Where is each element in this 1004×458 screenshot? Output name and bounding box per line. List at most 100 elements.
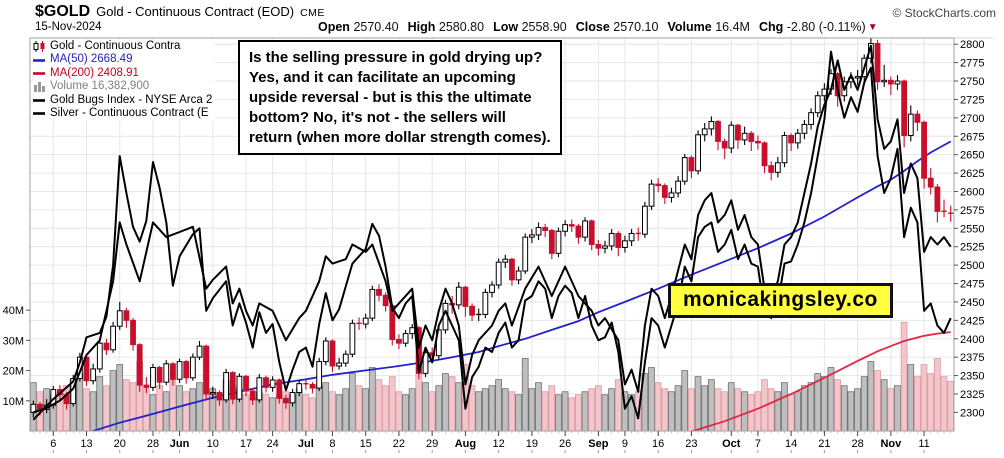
y-axis-label: 2625 [960, 168, 984, 180]
symbol-ticker: $GOLD [35, 3, 91, 20]
y-axis-label: 2475 [960, 279, 984, 291]
moving-averages-layer [89, 140, 952, 431]
y-axis-label: 2300 [960, 407, 984, 419]
x-axis-label: 8 [329, 438, 335, 450]
legend-label: MA(50) 2668.49 [50, 53, 133, 66]
legend-label: Gold Bugs Index - NYSE Arca 2 [50, 93, 213, 106]
x-axis-label: Oct [722, 438, 741, 450]
y-axis-label: 2525 [960, 242, 984, 254]
quote-low: Low 2558.90 [493, 20, 567, 34]
y-axis-label: 2700 [960, 113, 984, 125]
legend-row: MA(200) 2408.91 [33, 67, 212, 80]
x-axis-label: 15 [360, 438, 372, 450]
x-axis-label: 9 [622, 438, 628, 450]
legend-label: Volume 16,382,900 [50, 80, 150, 93]
x-axis-label: 10 [207, 438, 219, 450]
y-axis-label: 2675 [960, 131, 984, 143]
y-axis-label: 2425 [960, 315, 984, 327]
x-axis-label: 24 [267, 438, 279, 450]
annotation-line: Is the selling pressure in gold drying u… [249, 49, 543, 66]
line-icon [33, 108, 48, 119]
y-axis-label: 2550 [960, 223, 984, 235]
x-axis-label: Sep [588, 438, 608, 450]
x-axis-label: 21 [818, 438, 830, 450]
x-axis-label: 19 [526, 438, 538, 450]
y-axis-label: 2575 [960, 205, 984, 217]
y-axis-label: 2500 [960, 260, 984, 272]
legend-label: Gold - Continuous Contra [50, 40, 181, 52]
x-axis-label: Jul [298, 438, 314, 450]
x-axis-label: 17 [240, 438, 252, 450]
y-axis-label: 2725 [960, 94, 984, 106]
line-icon [33, 55, 48, 66]
ma200-line [690, 331, 951, 431]
chart-header: $GOLD Gold - Continuous Contract (EOD) CME [35, 3, 325, 21]
y-axis-label: 2750 [960, 76, 984, 88]
quote-open: Open 2570.40 [318, 20, 399, 34]
volume-axis-label: 40M [3, 305, 24, 317]
x-axis-label: 26 [559, 438, 571, 450]
candlestick-icon [33, 41, 48, 53]
x-axis-label: 16 [652, 438, 664, 450]
y-axis-label: 2375 [960, 352, 984, 364]
x-axis-label: 22 [393, 438, 405, 450]
x-axis-label: 7 [755, 438, 761, 450]
x-axis-label: 28 [851, 438, 863, 450]
volume-bars-layer [30, 321, 954, 431]
quote-chg: Chg -2.80 (-0.11%) ▼ [758, 20, 878, 34]
volume-axis-label: 10M [3, 396, 24, 408]
ma50-line [89, 140, 952, 431]
annotation-line: upside reversal - but is this the ultima… [249, 89, 532, 106]
stockcharts-credit: © StockCharts.com [892, 6, 996, 20]
x-axis-label: 12 [493, 438, 505, 450]
x-axis-label: 20 [114, 438, 126, 450]
x-axis-label: 6 [50, 438, 56, 450]
x-axis-label: 23 [685, 438, 697, 450]
quote-close: Close 2570.10 [575, 20, 659, 34]
annotation-line: bottom? No, it's not - the sellers will [249, 109, 506, 126]
chart-date: 15-Nov-2024 [35, 21, 102, 33]
y-axis-label: 2400 [960, 334, 984, 346]
line-icon [33, 95, 48, 106]
overlay-line [32, 50, 952, 421]
chg-down-arrow-icon: ▼ [867, 22, 878, 33]
x-axis-label: Jun [170, 438, 190, 450]
legend-row: Silver - Continuous Contract (E [33, 107, 212, 120]
legend-label: MA(200) 2408.91 [50, 66, 139, 79]
y-axis-label: 2800 [960, 39, 984, 51]
overlay-line [32, 44, 952, 414]
legend-row: MA(50) 2668.49 [33, 53, 212, 66]
volume-axis-label: 30M [3, 335, 24, 347]
x-axis-label: Aug [455, 438, 476, 450]
volume-axis-label: 20M [3, 366, 24, 378]
quote-volume: Volume 16.4M [667, 20, 750, 34]
line-icon [33, 68, 48, 79]
legend-row: Gold Bugs Index - NYSE Arca 2 [33, 94, 212, 107]
symbol-exchange: CME [300, 7, 325, 19]
axes: 2800 2775 2750 2725 2700 2675 2650 2625 2600 2575… [3, 39, 984, 453]
x-axis-label: 13 [80, 438, 92, 450]
legend-row: Volume 16,382,900 [33, 80, 212, 93]
quote-row: Open 2570.40 High 2580.80 Low 2558.90 Close… [318, 20, 887, 34]
annotation-line: Yes, and it can facilitate an upcoming [249, 69, 516, 86]
symbol-name: Gold - Continuous Contract (EOD) [96, 4, 295, 19]
chart-legend: Gold - Continuous Contra MA(50) 2668.49 MA… [33, 40, 216, 121]
y-axis-label: 2450 [960, 297, 984, 309]
quote-high: High 2580.80 [407, 20, 485, 34]
y-axis-label: 2775 [960, 58, 984, 70]
candles-layer [30, 38, 954, 418]
overlay-lines-layer [32, 44, 952, 421]
y-axis-label: 2325 [960, 389, 984, 401]
x-axis-label: 14 [785, 438, 797, 450]
volume-icon [33, 81, 48, 93]
legend-label: Silver - Continuous Contract (E [50, 107, 209, 120]
x-axis-label: 11 [918, 438, 929, 450]
x-axis-label: 28 [147, 438, 159, 450]
x-axis-label: 29 [426, 438, 438, 450]
annotation-box: Is the selling pressure in gold drying u… [238, 40, 562, 155]
y-axis-label: 2350 [960, 371, 984, 383]
annotation-line: return (when more dollar strength comes)… [249, 129, 551, 146]
y-axis-label: 2600 [960, 186, 984, 198]
